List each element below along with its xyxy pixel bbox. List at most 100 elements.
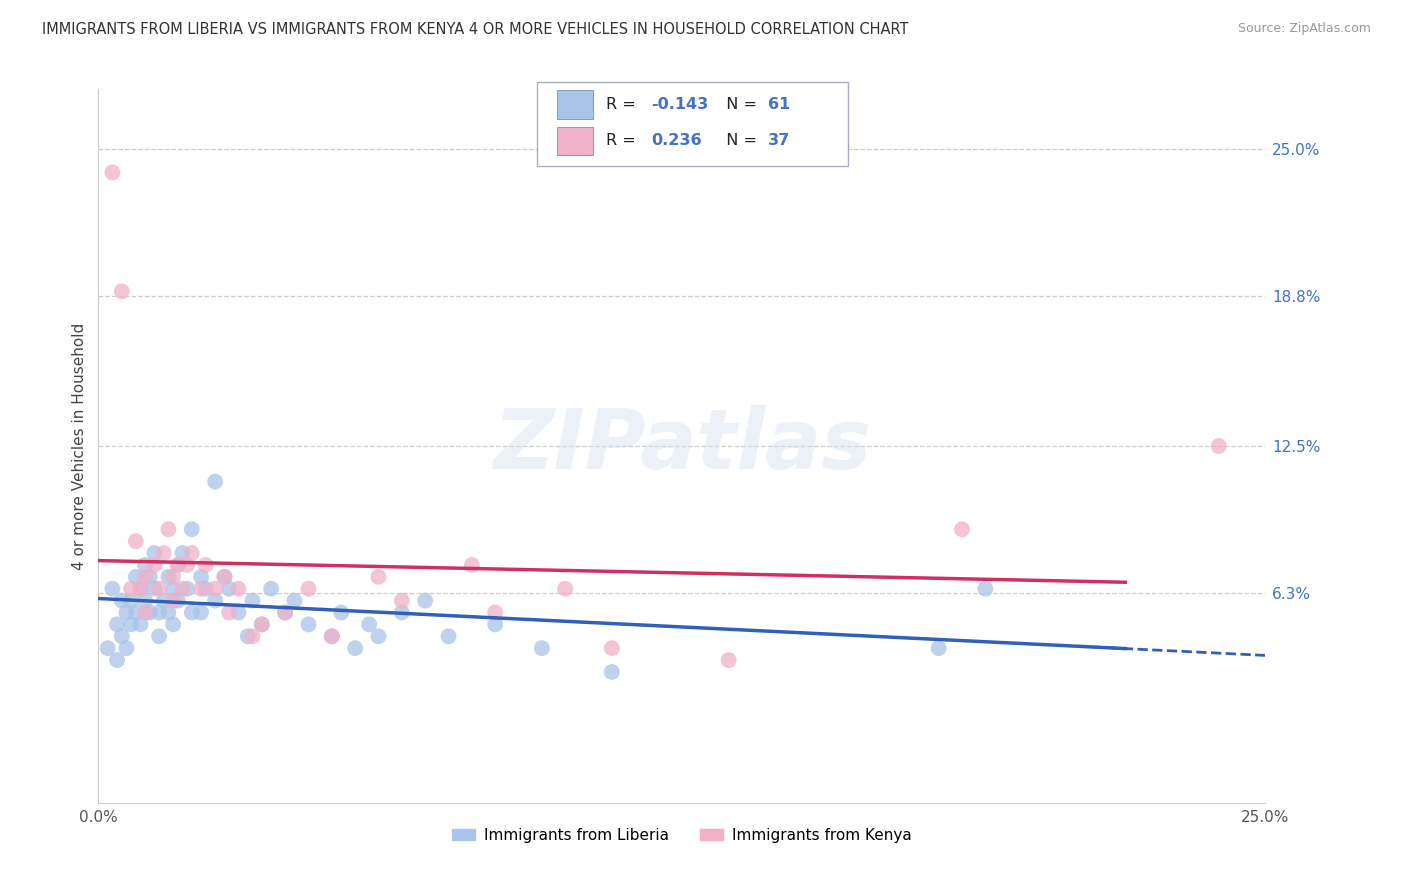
- Point: [148, 606, 170, 620]
- Point: [204, 475, 226, 489]
- Point: [600, 641, 623, 656]
- Point: [111, 285, 134, 299]
- Point: [242, 593, 264, 607]
- Text: 37: 37: [768, 134, 790, 148]
- Point: [717, 653, 740, 667]
- Point: [105, 617, 128, 632]
- Point: [190, 582, 212, 596]
- Text: IMMIGRANTS FROM LIBERIA VS IMMIGRANTS FROM KENYA 4 OR MORE VEHICLES IN HOUSEHOLD: IMMIGRANTS FROM LIBERIA VS IMMIGRANTS FR…: [42, 22, 908, 37]
- Point: [125, 534, 148, 549]
- Point: [115, 641, 138, 656]
- Point: [974, 582, 997, 596]
- Point: [367, 629, 389, 643]
- Point: [228, 582, 250, 596]
- Point: [214, 570, 236, 584]
- Point: [166, 558, 188, 572]
- Point: [157, 522, 180, 536]
- Text: 0.236: 0.236: [651, 134, 702, 148]
- Point: [157, 570, 180, 584]
- Point: [125, 570, 148, 584]
- Text: Source: ZipAtlas.com: Source: ZipAtlas.com: [1237, 22, 1371, 36]
- Point: [97, 641, 120, 656]
- Point: [321, 629, 343, 643]
- Point: [134, 570, 156, 584]
- Point: [600, 665, 623, 679]
- Point: [297, 617, 319, 632]
- Point: [143, 558, 166, 572]
- Text: 61: 61: [768, 97, 790, 112]
- Point: [950, 522, 973, 536]
- Point: [530, 641, 553, 656]
- Point: [283, 593, 305, 607]
- Point: [214, 570, 236, 584]
- Point: [180, 606, 202, 620]
- Point: [194, 582, 217, 596]
- Point: [190, 570, 212, 584]
- Point: [461, 558, 484, 572]
- Point: [120, 617, 142, 632]
- Point: [129, 582, 152, 596]
- Point: [115, 606, 138, 620]
- Point: [172, 546, 194, 560]
- Point: [111, 593, 134, 607]
- Point: [129, 617, 152, 632]
- Point: [157, 606, 180, 620]
- Point: [250, 617, 273, 632]
- Point: [359, 617, 381, 632]
- Point: [554, 582, 576, 596]
- Point: [204, 582, 226, 596]
- Point: [204, 593, 226, 607]
- Point: [139, 606, 162, 620]
- Point: [218, 582, 240, 596]
- Point: [166, 593, 188, 607]
- Point: [134, 558, 156, 572]
- Point: [391, 593, 413, 607]
- Point: [134, 593, 156, 607]
- Point: [143, 546, 166, 560]
- Point: [242, 629, 264, 643]
- Point: [176, 582, 198, 596]
- Point: [120, 593, 142, 607]
- Point: [166, 558, 188, 572]
- Point: [250, 617, 273, 632]
- Point: [190, 606, 212, 620]
- Point: [180, 522, 202, 536]
- Point: [928, 641, 950, 656]
- Point: [367, 570, 389, 584]
- Point: [134, 606, 156, 620]
- Point: [330, 606, 353, 620]
- Point: [484, 606, 506, 620]
- Point: [391, 606, 413, 620]
- Point: [274, 606, 297, 620]
- Point: [1208, 439, 1230, 453]
- Point: [129, 582, 152, 596]
- Point: [344, 641, 367, 656]
- Point: [143, 582, 166, 596]
- Point: [176, 558, 198, 572]
- Point: [101, 165, 124, 179]
- Text: N =: N =: [716, 97, 762, 112]
- Y-axis label: 4 or more Vehicles in Household: 4 or more Vehicles in Household: [72, 322, 87, 570]
- Point: [101, 582, 124, 596]
- Point: [236, 629, 259, 643]
- Point: [162, 617, 184, 632]
- Point: [148, 582, 170, 596]
- Point: [162, 593, 184, 607]
- Point: [297, 582, 319, 596]
- Legend: Immigrants from Liberia, Immigrants from Kenya: Immigrants from Liberia, Immigrants from…: [446, 822, 918, 848]
- Point: [218, 606, 240, 620]
- Point: [120, 582, 142, 596]
- Point: [321, 629, 343, 643]
- Text: R =: R =: [606, 134, 641, 148]
- Point: [172, 582, 194, 596]
- Point: [260, 582, 283, 596]
- Point: [162, 570, 184, 584]
- Point: [125, 606, 148, 620]
- Point: [437, 629, 460, 643]
- Point: [484, 617, 506, 632]
- Text: N =: N =: [716, 134, 762, 148]
- Point: [139, 570, 162, 584]
- Point: [274, 606, 297, 620]
- Text: ZIPatlas: ZIPatlas: [494, 406, 870, 486]
- Text: R =: R =: [606, 97, 641, 112]
